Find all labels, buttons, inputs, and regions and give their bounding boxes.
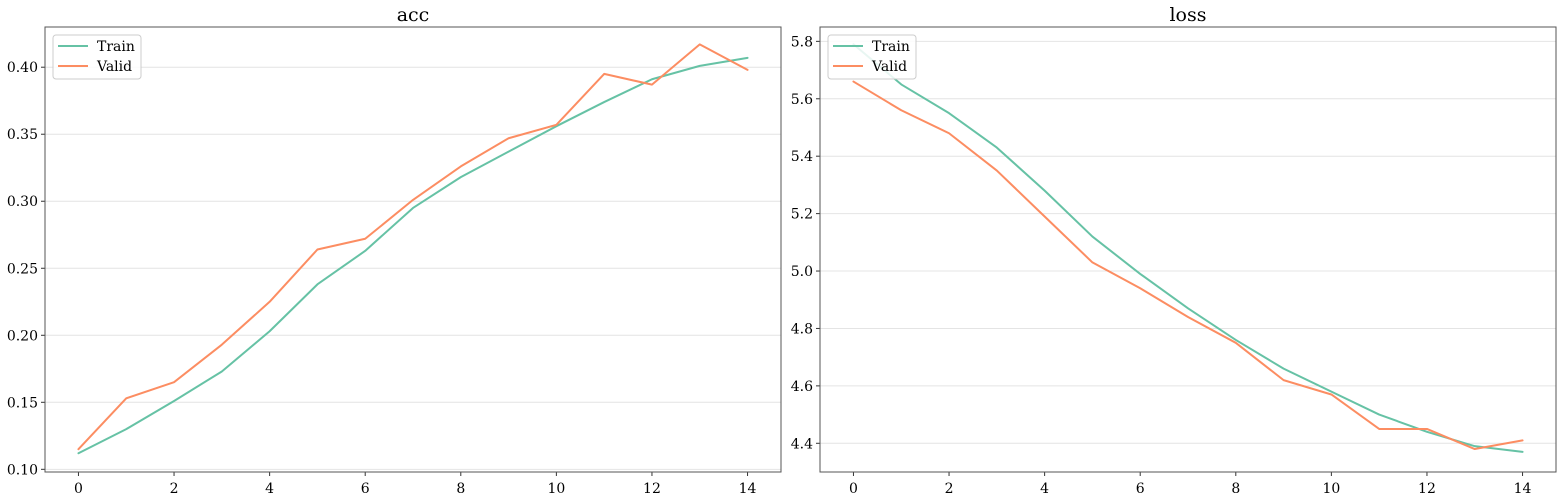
y-tick-label: 5.2 xyxy=(791,207,813,223)
chart-title: acc xyxy=(397,4,430,26)
series-line-train xyxy=(852,43,1524,453)
x-tick-label: 4 xyxy=(1040,481,1049,497)
y-tick-label: 0.25 xyxy=(7,261,38,277)
x-tick-label: 14 xyxy=(739,481,757,497)
series-line-valid xyxy=(852,80,1524,451)
legend-label-valid: Valid xyxy=(871,59,907,75)
y-tick-label: 4.6 xyxy=(791,379,813,395)
x-tick-label: 10 xyxy=(1322,481,1340,497)
legend: Train Valid xyxy=(827,34,917,80)
legend-label-valid: Valid xyxy=(96,59,132,75)
x-tick-label: 0 xyxy=(849,481,858,497)
x-tick-label: 2 xyxy=(945,481,954,497)
legend-label-train: Train xyxy=(97,39,135,55)
x-tick-label: 8 xyxy=(1231,481,1240,497)
y-tick-label: 0.10 xyxy=(7,462,38,478)
y-tick-label: 4.4 xyxy=(791,436,813,452)
axes-frame xyxy=(819,26,1557,473)
series-line-train xyxy=(77,56,749,455)
x-tick-label: 12 xyxy=(643,481,661,497)
series-line-valid xyxy=(77,43,749,451)
x-tick-label: 8 xyxy=(456,481,465,497)
y-tick-label: 0.15 xyxy=(7,395,38,411)
x-tick-label: 0 xyxy=(74,481,83,497)
x-tick-label: 12 xyxy=(1418,481,1436,497)
y-tick-label: 5.8 xyxy=(791,34,813,50)
chart-title: loss xyxy=(1169,4,1206,26)
x-tick-label: 4 xyxy=(265,481,274,497)
y-tick-label: 5.6 xyxy=(791,92,813,108)
y-tick-label: 0.20 xyxy=(7,328,38,344)
legend: Train Valid xyxy=(52,34,142,80)
x-tick-label: 2 xyxy=(170,481,179,497)
y-tick-label: 0.35 xyxy=(7,127,38,143)
axes-frame xyxy=(44,26,782,473)
y-tick-label: 0.40 xyxy=(7,60,38,76)
x-tick-label: 6 xyxy=(361,481,370,497)
y-tick-label: 5.4 xyxy=(791,149,813,165)
y-tick-label: 0.30 xyxy=(7,194,38,210)
y-tick-label: 5.0 xyxy=(791,264,813,280)
x-tick-label: 10 xyxy=(547,481,565,497)
chart-loss: 4.4 4.6 4.8 5.0 5.2 5.4 5.6 5.8 0 2 4 6 8 10 12 14 loss T… xyxy=(791,4,1557,497)
legend-label-train: Train xyxy=(872,39,910,55)
chart-acc: 0.10 0.15 0.20 0.25 0.30 0.35 0.40 0 2 4 6 8 10 12 14 a… xyxy=(7,4,782,497)
x-tick-label: 6 xyxy=(1136,481,1145,497)
x-tick-label: 14 xyxy=(1514,481,1532,497)
y-tick-label: 4.8 xyxy=(791,321,813,337)
